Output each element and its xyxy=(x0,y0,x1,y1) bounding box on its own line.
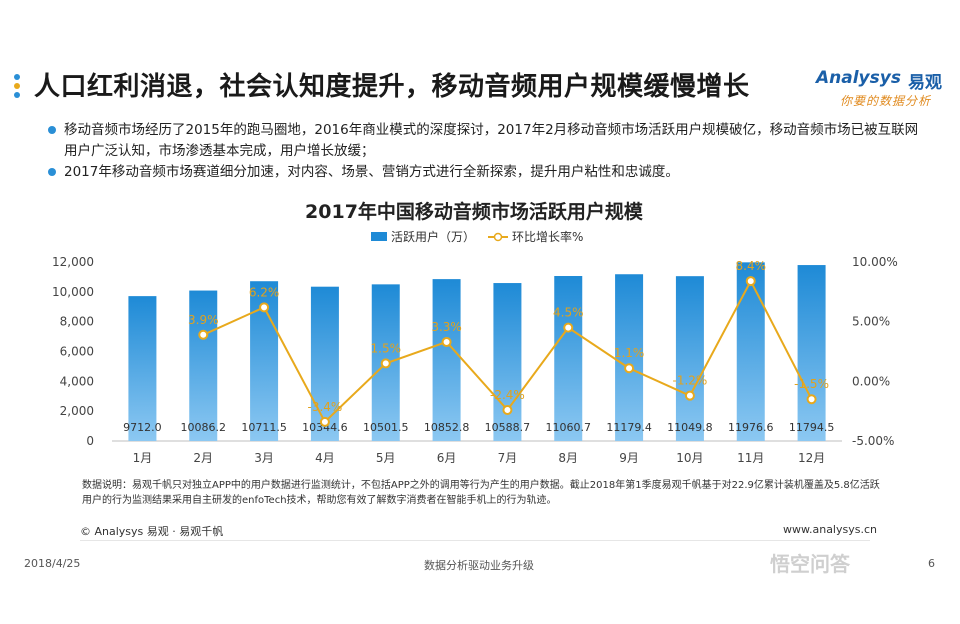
growth-value-label: 3.3% xyxy=(431,320,462,334)
growth-point xyxy=(380,358,391,369)
growth-value-label: 4.5% xyxy=(553,306,584,320)
growth-point xyxy=(684,390,695,401)
growth-value-label: -1.2% xyxy=(673,374,708,388)
page-number: 6 xyxy=(928,557,935,570)
growth-point xyxy=(198,329,209,340)
bar-series: 9712.0 10086.2 10711.5 10344.6 10501.5 10852.… xyxy=(123,262,834,441)
accent-dot xyxy=(14,92,20,98)
growth-value-label: 8.4% xyxy=(736,259,767,273)
bar-value-label: 11049.8 xyxy=(667,421,713,434)
x-tick-label: 12月 xyxy=(798,451,825,465)
y-right-tick-label: 0.00% xyxy=(852,374,890,388)
bullet-list: 移动音频市场经历了2015年的跑马圈地，2016年商业模式的深度探讨，2017年… xyxy=(48,120,928,183)
bar xyxy=(432,279,461,441)
bar xyxy=(736,262,765,441)
bar-value-label: 11179.4 xyxy=(606,421,652,434)
footer-divider xyxy=(80,540,870,541)
bar xyxy=(615,274,644,441)
chart-title: 2017年中国移动音频市场活跃用户规模 xyxy=(305,200,644,223)
legend-label: 环比增长率% xyxy=(512,229,583,244)
bar-value-label: 10501.5 xyxy=(363,421,409,434)
bar-value-label: 10711.5 xyxy=(241,421,287,434)
watermark-badge: 悟空问答 xyxy=(770,552,850,576)
bar xyxy=(554,276,583,441)
x-tick-label: 4月 xyxy=(315,451,335,465)
growth-point xyxy=(259,302,270,313)
logo-slogan: 你要的数据分析 xyxy=(840,94,932,108)
chart-axes: 0 2,000 4,000 6,000 8,000 10,000 12,000 -5.00% 0… xyxy=(52,255,898,465)
slide-title: 人口红利消退，社会认知度提升，移动音频用户规模缓慢增长 xyxy=(34,72,750,102)
growth-point xyxy=(319,416,330,427)
growth-value-label: 3.9% xyxy=(188,313,219,327)
bar xyxy=(310,286,339,441)
growth-value-label: 6.2% xyxy=(249,285,280,299)
line-series: 3.9% 6.2% -3.4% 1.5% 3.3% -2.4% 4.5% 1.1% -1.2% 8… xyxy=(188,259,829,427)
bar-value-label: 11976.6 xyxy=(728,421,774,434)
slide-date: 2018/4/25 xyxy=(24,557,81,570)
growth-point xyxy=(806,394,817,405)
growth-point xyxy=(563,322,574,333)
bar-value-label: 9712.0 xyxy=(123,421,162,434)
accent-dot xyxy=(14,83,20,89)
chart-legend: 活跃用户（万） 环比增长率% xyxy=(371,229,583,244)
growth-point xyxy=(441,336,452,347)
bar xyxy=(189,290,218,441)
title-accent-dots xyxy=(14,74,22,101)
y-left-tick-label: 8,000 xyxy=(60,315,94,329)
growth-value-label: -3.4% xyxy=(308,400,343,414)
x-tick-label: 9月 xyxy=(619,451,639,465)
growth-value-label: -1.5% xyxy=(794,377,829,391)
y-right-tick-label: 10.00% xyxy=(852,255,898,269)
y-left-tick-label: 0 xyxy=(86,434,94,448)
bar xyxy=(675,276,704,441)
bar-value-label: 10852.8 xyxy=(424,421,470,434)
growth-point xyxy=(502,404,513,415)
x-tick-label: 1月 xyxy=(133,451,153,465)
y-left-tick-label: 12,000 xyxy=(52,255,94,269)
x-tick-label: 6月 xyxy=(437,451,457,465)
legend-swatch-bar xyxy=(371,232,387,241)
x-tick-label: 8月 xyxy=(558,451,578,465)
bullet-item: 2017年移动音频市场赛道细分加速，对内容、场景、营销方式进行全新探索，提升用户… xyxy=(48,162,928,183)
bar xyxy=(128,296,157,441)
bar xyxy=(797,265,826,441)
y-left-tick-label: 10,000 xyxy=(52,285,94,299)
bar-value-label: 10086.2 xyxy=(181,421,227,434)
x-tick-label: 7月 xyxy=(498,451,518,465)
growth-value-label: -2.4% xyxy=(490,388,525,402)
website-link[interactable]: www.analysys.cn xyxy=(783,523,877,536)
x-tick-label: 10月 xyxy=(676,451,703,465)
growth-value-label: 1.5% xyxy=(371,341,402,355)
bar-value-label: 11794.5 xyxy=(789,421,835,434)
logo-name-en: Analysys xyxy=(816,68,901,88)
growth-value-label: 1.1% xyxy=(614,346,645,360)
x-tick-label: 11月 xyxy=(737,451,764,465)
bar-value-label: 10588.7 xyxy=(485,421,531,434)
y-right-tick-label: 5.00% xyxy=(852,315,890,329)
legend-marker xyxy=(493,232,503,242)
logo-name-cn: 易观 xyxy=(908,73,942,93)
data-note: 数据说明：易观千帆只对独立APP中的用户数据进行监测统计，不包括APP之外的调用… xyxy=(82,480,880,506)
y-left-tick-label: 2,000 xyxy=(60,404,94,418)
bullet-item: 移动音频市场经历了2015年的跑马圈地，2016年商业模式的深度探讨，2017年… xyxy=(48,120,928,162)
x-tick-label: 2月 xyxy=(193,451,213,465)
bar xyxy=(493,283,522,441)
legend-label: 活跃用户（万） xyxy=(391,229,475,244)
growth-point xyxy=(745,276,756,287)
accent-dot xyxy=(14,74,20,80)
analysys-logo: Analysys 易观 你要的数据分析 xyxy=(816,68,946,112)
bar-value-label: 11060.7 xyxy=(546,421,592,434)
bar-value-label: 10344.6 xyxy=(302,421,348,434)
y-left-tick-label: 6,000 xyxy=(60,345,94,359)
x-tick-label: 5月 xyxy=(376,451,396,465)
growth-point xyxy=(624,363,635,374)
y-left-tick-label: 4,000 xyxy=(60,374,94,388)
copyright: © Analysys 易观 · 易观千帆 xyxy=(80,525,224,538)
y-right-tick-label: -5.00% xyxy=(852,434,894,448)
footer-slogan: 数据分析驱动业务升级 xyxy=(424,559,534,572)
active-users-chart: 2017年中国移动音频市场活跃用户规模 活跃用户（万） 环比增长率% 0 2,000… xyxy=(52,200,898,465)
x-tick-label: 3月 xyxy=(254,451,274,465)
